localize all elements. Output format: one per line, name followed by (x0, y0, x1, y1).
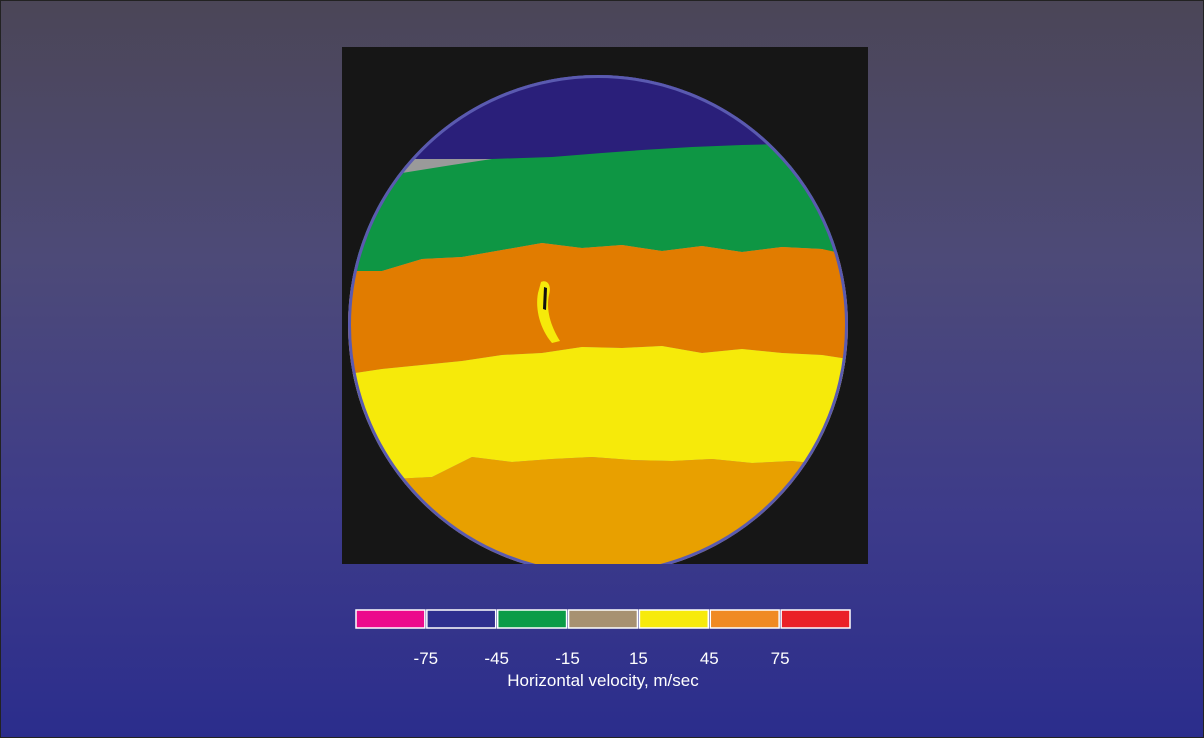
colorbar-bin-4 (638, 609, 710, 629)
dark-blue-band (348, 75, 848, 159)
colorbar (355, 609, 851, 629)
colorbar-bin-1 (426, 609, 497, 629)
yellow-band (348, 346, 848, 564)
colorbar-axis-label: Horizontal velocity, m/sec (507, 671, 699, 690)
colorbar-tick-label: 45 (699, 649, 719, 668)
disk-limb-outline (348, 75, 848, 564)
colorbar-bin-0 (355, 609, 426, 629)
colorbar-bin-2 (496, 609, 568, 629)
colorbar-tick-label: -45 (484, 649, 509, 668)
dark-filament-core (543, 287, 547, 310)
colorbar-bin-6 (780, 609, 851, 629)
colorbar-bin-5 (709, 609, 780, 629)
colorbar-tick-label: -75 (413, 649, 439, 668)
colorbar-tick-label: 75 (770, 649, 790, 668)
colorbar-bin-3 (567, 609, 639, 629)
velocity-map-panel (342, 47, 868, 564)
yellow-filament (537, 281, 560, 343)
velocity-disk-map (348, 75, 848, 564)
colorbar-tick-label: -15 (555, 649, 580, 668)
green-band (348, 143, 848, 271)
colorbar-tick-label: 15 (628, 649, 648, 668)
dark-orange-band (348, 243, 848, 375)
